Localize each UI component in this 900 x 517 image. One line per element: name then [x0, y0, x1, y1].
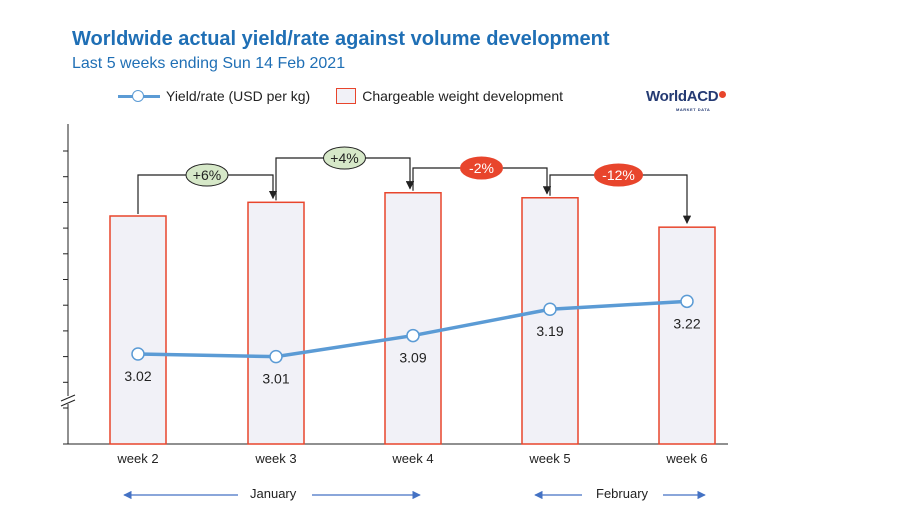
yield-point	[543, 302, 557, 316]
change-label: -2%	[469, 160, 494, 176]
bar-week-4	[384, 191, 442, 445]
yield-point	[269, 349, 283, 364]
bars	[109, 191, 716, 445]
logo-dot-icon	[719, 91, 727, 98]
axis-break-gap	[61, 396, 75, 404]
chart-subtitle: Last 5 weeks ending Sun 14 Feb 2021	[72, 55, 346, 72]
bar-week-2	[109, 215, 167, 445]
month-label-february: February	[596, 486, 649, 501]
bar-week-3	[247, 201, 305, 445]
bar-week-6	[658, 226, 716, 445]
x-tick-label: week 3	[254, 451, 296, 466]
legend-bar-swatch	[336, 88, 357, 104]
yield-value-label: 3.01	[262, 371, 289, 387]
yield-point	[406, 328, 420, 343]
change-connectors: +6% +4% -2% -12%	[137, 146, 692, 225]
yield-point	[680, 294, 694, 309]
x-tick-label: week 6	[665, 451, 707, 466]
legend: Yield/rate (USD per kg) Chargeable weigh…	[118, 86, 563, 106]
legend-line-swatch	[118, 88, 160, 104]
change-badge	[323, 146, 366, 170]
change-label: +4%	[330, 150, 358, 166]
change-label: +6%	[193, 167, 221, 183]
yield-line: 3.02 3.01 3.09 3.19 3.22	[124, 294, 701, 387]
worldacd-logo: WorldACD MARKET DATA	[646, 88, 727, 112]
yield-value-label: 3.02	[124, 368, 151, 384]
logo-text: WorldACD	[646, 88, 719, 105]
change-badge	[460, 156, 503, 180]
x-tick-label: week 4	[391, 451, 433, 466]
legend-bar-label: Chargeable weight development	[362, 88, 564, 104]
x-tick-label: week 5	[528, 451, 570, 466]
legend-line-label: Yield/rate (USD per kg)	[166, 88, 311, 104]
month-label-january: January	[250, 486, 297, 501]
yield-point	[131, 347, 145, 361]
change-badge	[185, 163, 229, 187]
axis-break-mark	[60, 399, 76, 407]
yield-value-label: 3.19	[536, 323, 563, 339]
change-label: -12%	[602, 167, 635, 183]
yield-value-label: 3.22	[673, 315, 700, 331]
x-tick-labels: week 2 week 3 week 4 week 5 week 6	[116, 451, 707, 466]
bar-week-5	[521, 197, 579, 445]
x-tick-label: week 2	[116, 451, 158, 466]
chart-title: Worldwide actual yield/rate against volu…	[72, 28, 610, 50]
axis-break-mark	[60, 394, 76, 402]
yield-value-label: 3.09	[399, 350, 426, 366]
logo-subtext: MARKET DATA	[676, 107, 711, 112]
change-badge	[594, 163, 643, 187]
